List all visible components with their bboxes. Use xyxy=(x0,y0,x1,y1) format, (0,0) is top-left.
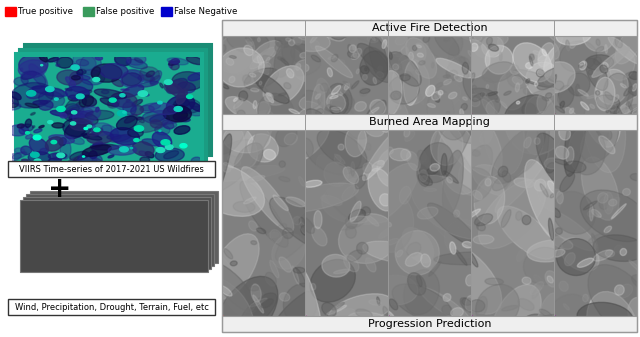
Bar xyxy=(19,49,207,161)
Bar xyxy=(23,197,211,269)
Text: False Negative: False Negative xyxy=(174,7,237,16)
Text: Progression Prediction: Progression Prediction xyxy=(368,319,492,329)
Bar xyxy=(8,299,215,315)
Bar xyxy=(8,161,215,177)
Bar xyxy=(83,7,94,16)
Bar xyxy=(222,316,637,332)
Bar xyxy=(26,194,214,266)
Bar xyxy=(20,200,208,272)
Bar xyxy=(15,53,203,165)
Bar xyxy=(5,7,16,16)
Text: False positive: False positive xyxy=(96,7,154,16)
Text: +: + xyxy=(48,175,72,203)
Text: VIIRS Time-series of 2017-2021 US Wildfires: VIIRS Time-series of 2017-2021 US Wildfi… xyxy=(19,164,204,174)
Text: Burned Area Mapping: Burned Area Mapping xyxy=(369,117,490,127)
Bar xyxy=(161,7,172,16)
Bar xyxy=(222,20,637,332)
Text: Wind, Precipitation, Drought, Terrain, Fuel, etc: Wind, Precipitation, Drought, Terrain, F… xyxy=(15,303,209,311)
Text: Active Fire Detection: Active Fire Detection xyxy=(372,23,487,33)
Bar xyxy=(24,44,212,156)
Text: True positive: True positive xyxy=(18,7,73,16)
Bar xyxy=(222,114,637,130)
Bar xyxy=(222,20,637,36)
Bar xyxy=(30,191,218,263)
